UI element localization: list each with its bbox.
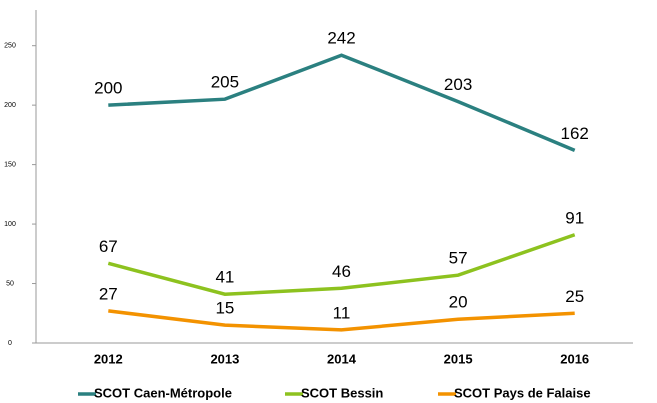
data-label: 203	[444, 75, 472, 94]
data-label: 57	[449, 249, 468, 268]
data-label: 20	[449, 293, 468, 312]
data-label: 67	[99, 237, 118, 256]
legend-label: SCOT Pays de Falaise	[454, 385, 591, 400]
y-tick-label: 100	[4, 221, 16, 228]
data-label: 15	[215, 299, 234, 318]
x-tick-label: 2012	[94, 351, 123, 366]
y-tick-label: 250	[4, 43, 16, 50]
data-label: 27	[99, 284, 118, 303]
data-label: 11	[333, 303, 351, 322]
line	[108, 53, 576, 152]
data-label: 162	[561, 124, 589, 143]
x-tick-label: 2016	[560, 351, 589, 366]
data-label: 25	[565, 287, 584, 306]
data-label: 200	[94, 79, 122, 98]
legend-label: SCOT Bessin	[301, 385, 383, 400]
line	[107, 233, 576, 297]
y-tick-label: 150	[4, 161, 16, 168]
y-tick-label: 50	[6, 280, 14, 287]
x-tick-label: 2015	[444, 351, 473, 366]
data-label: 242	[327, 29, 355, 48]
x-tick-label: 2013	[210, 351, 239, 366]
y-tick-label: 0	[8, 340, 12, 347]
legend-label: SCOT Caen-Métropole	[94, 385, 232, 400]
data-label: 91	[565, 208, 584, 227]
data-label: 41	[215, 268, 234, 287]
line	[108, 309, 575, 332]
data-label: 46	[332, 262, 351, 281]
y-tick-label: 200	[4, 102, 16, 109]
x-tick-label: 2014	[327, 351, 357, 366]
data-label: 205	[211, 73, 239, 92]
